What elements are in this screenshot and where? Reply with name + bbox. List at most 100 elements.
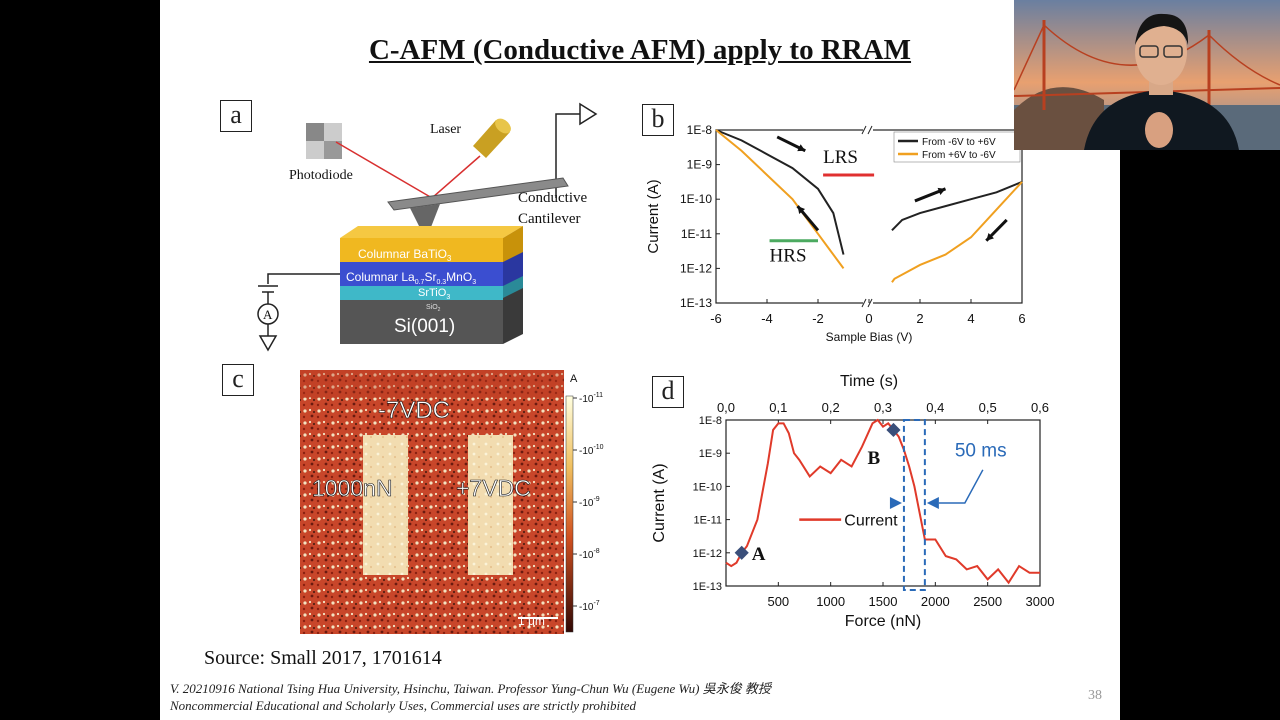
x2-axis-label: Time (s) <box>840 373 898 390</box>
afm-tip <box>410 204 440 240</box>
layer-srtio3-label: SrTiO3 <box>418 287 450 301</box>
laser-icon <box>473 118 511 158</box>
ammeter-label: A <box>263 307 273 322</box>
point-b-label: B <box>867 448 880 469</box>
series-line <box>891 181 1023 283</box>
scalebar-label: 1 μm <box>518 614 545 628</box>
y-axis-label: Current (A) <box>645 179 662 253</box>
ground-wire <box>267 273 340 284</box>
x-axis-label: Sample Bias (V) <box>826 330 913 344</box>
photodiode-icon <box>306 123 342 159</box>
photodiode-label: Photodiode <box>289 168 353 183</box>
colorbar-tick-label: -10-7 <box>579 600 600 613</box>
x2-tick-label: 0,1 <box>769 400 787 415</box>
legend: From -6V to +6V From +6V to -6V <box>893 131 1021 163</box>
x-tick-label: 0 <box>865 311 872 326</box>
y-tick-label: 1E-13 <box>680 296 712 310</box>
window-arrow-left <box>889 497 902 509</box>
x2-tick-label: 0,6 <box>1031 400 1049 415</box>
panel-c-map: c <box>218 360 638 640</box>
x-tick-label: -2 <box>812 311 824 326</box>
colorbar-tick-label: -10-8 <box>579 548 600 561</box>
panel-b-label: b <box>642 104 674 136</box>
legend-label: From -6V to +6V <box>922 137 996 148</box>
layer-si-label: Si(001) <box>394 316 455 337</box>
legend-label: From +6V to -6V <box>922 150 996 161</box>
cantilever <box>387 177 569 211</box>
point-b-marker <box>886 422 901 438</box>
series-line <box>715 129 845 255</box>
x-axis-label: Force (nN) <box>845 613 921 630</box>
lrs-region-left <box>363 435 408 575</box>
slide-title: C-AFM (Conductive AFM) apply to RRAM <box>368 34 912 66</box>
panel-d-label: d <box>652 376 684 408</box>
x-tick-label: 2500 <box>973 594 1002 609</box>
laser-beam <box>335 141 481 199</box>
output-terminal-icon <box>579 102 598 126</box>
slide: C-AFM (Conductive AFM) apply to RRAM a P… <box>160 0 1120 720</box>
x2-tick-label: 0,2 <box>822 400 840 415</box>
axis-break <box>863 297 873 309</box>
point-a-marker <box>734 545 749 560</box>
panel-a-label: a <box>220 100 252 132</box>
x-tick-label: 3000 <box>1026 594 1055 609</box>
webcam-overlay <box>1014 0 1280 150</box>
layer-sio2-label: SiO2 <box>426 304 441 313</box>
laser-label: Laser <box>430 122 461 137</box>
series-line <box>725 418 1040 585</box>
map-label-right: +7VDC <box>456 475 531 501</box>
hrs-label: HRS <box>770 245 807 266</box>
window-arrow-right <box>926 497 939 509</box>
legend-label: Current <box>844 513 898 530</box>
y-axis-label: Current (A) <box>651 463 668 542</box>
y-tick-label: 1E-13 <box>693 581 722 593</box>
x2-tick-label: 0,5 <box>979 400 997 415</box>
x2-tick-label: 0,3 <box>874 400 892 415</box>
map-label-left: 1000nN <box>312 475 393 501</box>
y-tick-label: 1E-8 <box>699 415 722 427</box>
panel-b-chart: b -6 -4 -2 0 2 4 6 1E-13 1E-12 1E-11 1E-10 1E-9 1E-8… <box>640 98 1040 350</box>
layer-batio3-label: Columnar BaTiO3 <box>358 247 452 263</box>
x-tick-label: -4 <box>761 311 773 326</box>
cantilever-label-1: Conductive <box>518 190 587 206</box>
footer-line-1: V. 20210916 National Tsing Hua Universit… <box>170 681 771 696</box>
y-tick-label: 1E-9 <box>699 448 722 460</box>
colorbar-tick-label: -10-11 <box>579 392 603 405</box>
y-tick-label: 1E-11 <box>693 515 722 527</box>
y-tick-label: 1E-12 <box>693 548 722 560</box>
time-window-box <box>902 419 926 591</box>
panel-d-chart: d 500 1000 1500 2000 2500 3000 0,0 0,1 0,2 0,3 0,4… <box>640 362 1060 652</box>
cantilever-wire <box>555 113 580 198</box>
x-tick-label: -6 <box>710 311 722 326</box>
point-a-label: A <box>752 544 766 565</box>
y-tick-label: 1E-10 <box>693 481 722 493</box>
ground-icon <box>258 335 278 352</box>
y-tick-label: 1E-8 <box>687 123 713 137</box>
axis-break <box>863 124 873 136</box>
lrs-region-right <box>468 435 513 575</box>
colorbar-unit: A <box>570 373 578 385</box>
y-tick-label: 1E-10 <box>680 192 712 206</box>
x-tick-label: 2 <box>916 311 923 326</box>
callout-line <box>938 469 984 504</box>
x2-tick-label: 0,4 <box>926 400 944 415</box>
panel-a-schematic: a Photodiode Laser Conduc <box>218 98 618 358</box>
y-tick-label: 1E-12 <box>680 261 712 275</box>
layer-lsmo-label: Columnar La0.7Sr0.3MnO3 <box>346 270 476 286</box>
y-tick-label: 1E-11 <box>681 227 712 241</box>
panel-c-label: c <box>222 364 254 396</box>
page-number: 38 <box>1088 688 1102 703</box>
layer-stack <box>340 226 523 344</box>
x-tick-label: 4 <box>967 311 974 326</box>
footer: V. 20210916 National Tsing Hua Universit… <box>170 680 771 714</box>
colorbar-tick-label: -10-9 <box>579 496 600 509</box>
window-duration-label: 50 ms <box>955 441 1007 462</box>
footer-line-2: Noncommercial Educational and Scholarly … <box>170 698 637 713</box>
colorbar-tick-label: -10-10 <box>579 444 604 457</box>
x-tick-label: 2000 <box>921 594 950 609</box>
source-citation: Source: Small 2017, 1701614 <box>204 647 442 669</box>
y-tick-label: 1E-9 <box>687 158 713 172</box>
colorbar <box>565 395 574 633</box>
cantilever-label-2: Cantilever <box>518 211 580 227</box>
x-tick-label: 1500 <box>869 594 898 609</box>
